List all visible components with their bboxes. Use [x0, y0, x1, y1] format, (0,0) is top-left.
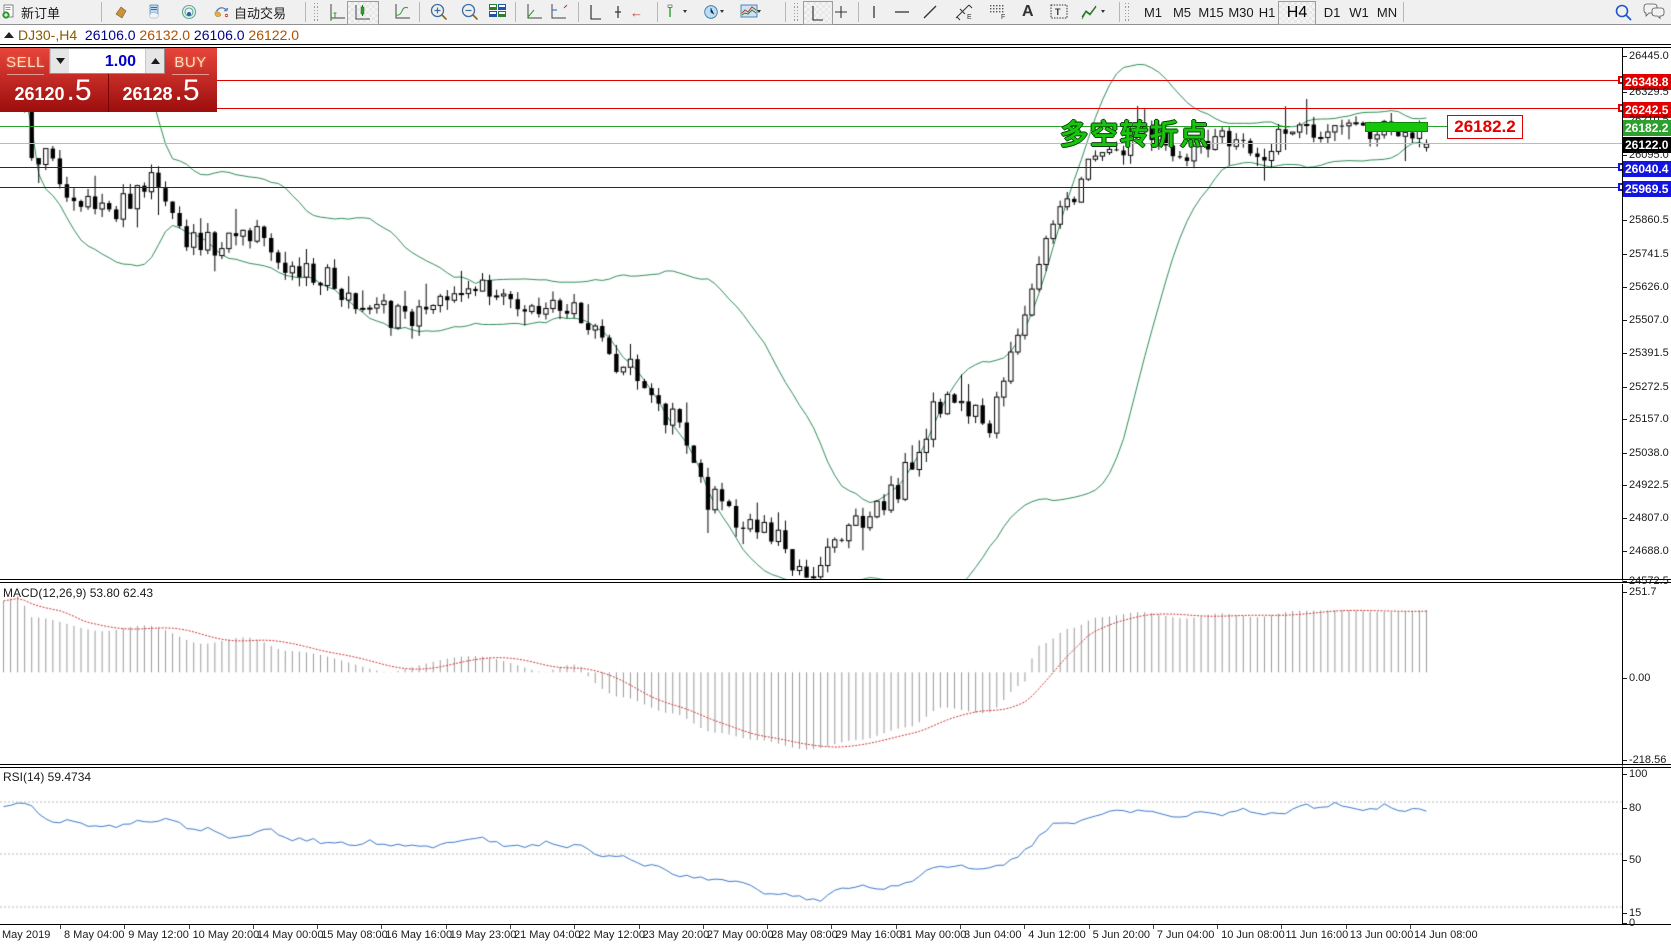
- svg-text:T: T: [1055, 7, 1061, 17]
- svg-text:F: F: [1001, 14, 1005, 20]
- svg-text:E: E: [967, 14, 972, 21]
